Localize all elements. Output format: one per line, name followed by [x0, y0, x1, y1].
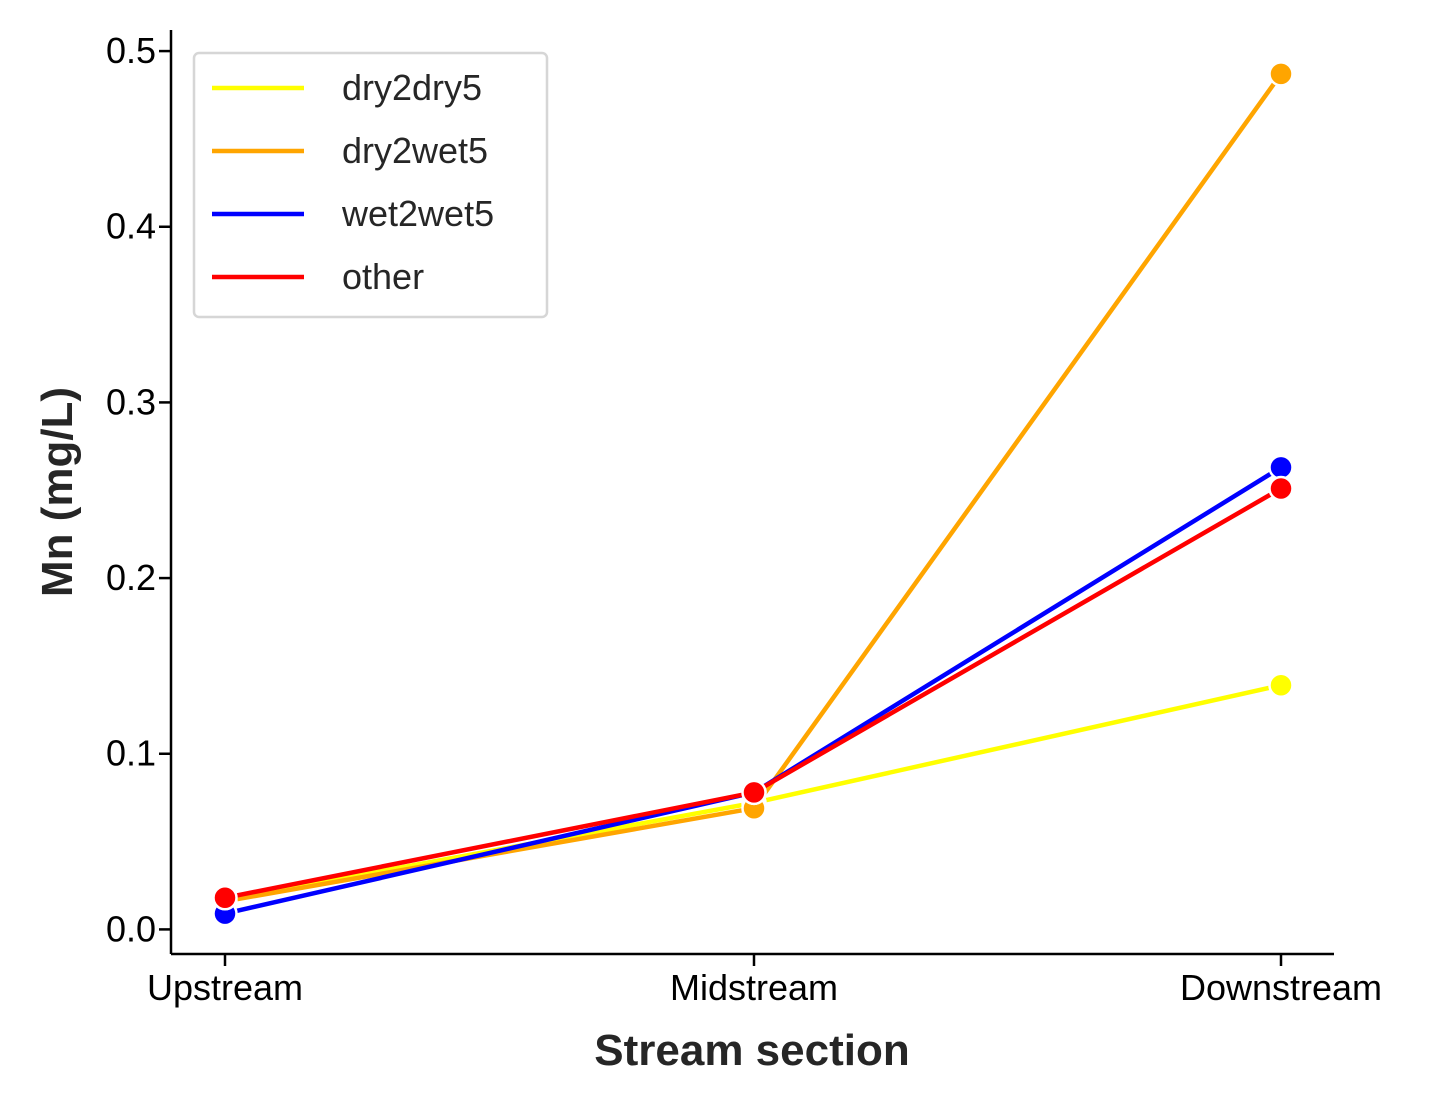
series-wet2wet5 [212, 454, 1294, 927]
legend-label-dry2dry5: dry2dry5 [342, 67, 482, 108]
data-point-wet2wet5 [1268, 454, 1294, 481]
axes: 0.0 0.1 0.2 0.3 0.4 0.5 Upstream Midstream Down… [106, 30, 1382, 1008]
y-axis-title: Mn (mg/L) [33, 387, 82, 597]
data-point-other [212, 885, 238, 911]
series-line-wet2wet5 [222, 465, 1284, 916]
legend-box [192, 51, 549, 319]
data-point-dry2dry5 [1268, 672, 1294, 698]
data-point-other [741, 779, 767, 806]
y-tick-label: 0.5 [106, 30, 156, 71]
x-tick-label: Midstream [670, 967, 838, 1008]
legend-entries: dry2dry5 dry2wet5 wet2wet5 other [212, 67, 494, 297]
series-line-other [222, 486, 1284, 901]
x-tick-label: Upstream [147, 967, 303, 1008]
y-tick-label: 0.0 [106, 908, 156, 949]
legend-label-dry2wet5: dry2wet5 [342, 130, 488, 171]
legend-label-other: other [342, 256, 424, 297]
y-tick-label: 0.4 [106, 206, 156, 247]
series-other [212, 475, 1294, 911]
legend: dry2dry5 dry2wet5 wet2wet5 other [192, 51, 549, 319]
legend-label-wet2wet5: wet2wet5 [341, 193, 494, 234]
y-tick-label: 0.1 [106, 733, 156, 774]
y-tick-label: 0.2 [106, 557, 156, 598]
x-tick-label: Downstream [1180, 967, 1382, 1008]
y-ticks: 0.0 0.1 0.2 0.3 0.4 0.5 [106, 30, 171, 949]
data-point-dry2wet5 [1268, 61, 1294, 87]
x-ticks: Upstream Midstream Downstream [147, 954, 1382, 1008]
y-tick-label: 0.3 [106, 381, 156, 422]
data-point-other [1268, 475, 1294, 502]
x-axis-title: Stream section [594, 1026, 909, 1075]
series-lines [212, 61, 1294, 927]
